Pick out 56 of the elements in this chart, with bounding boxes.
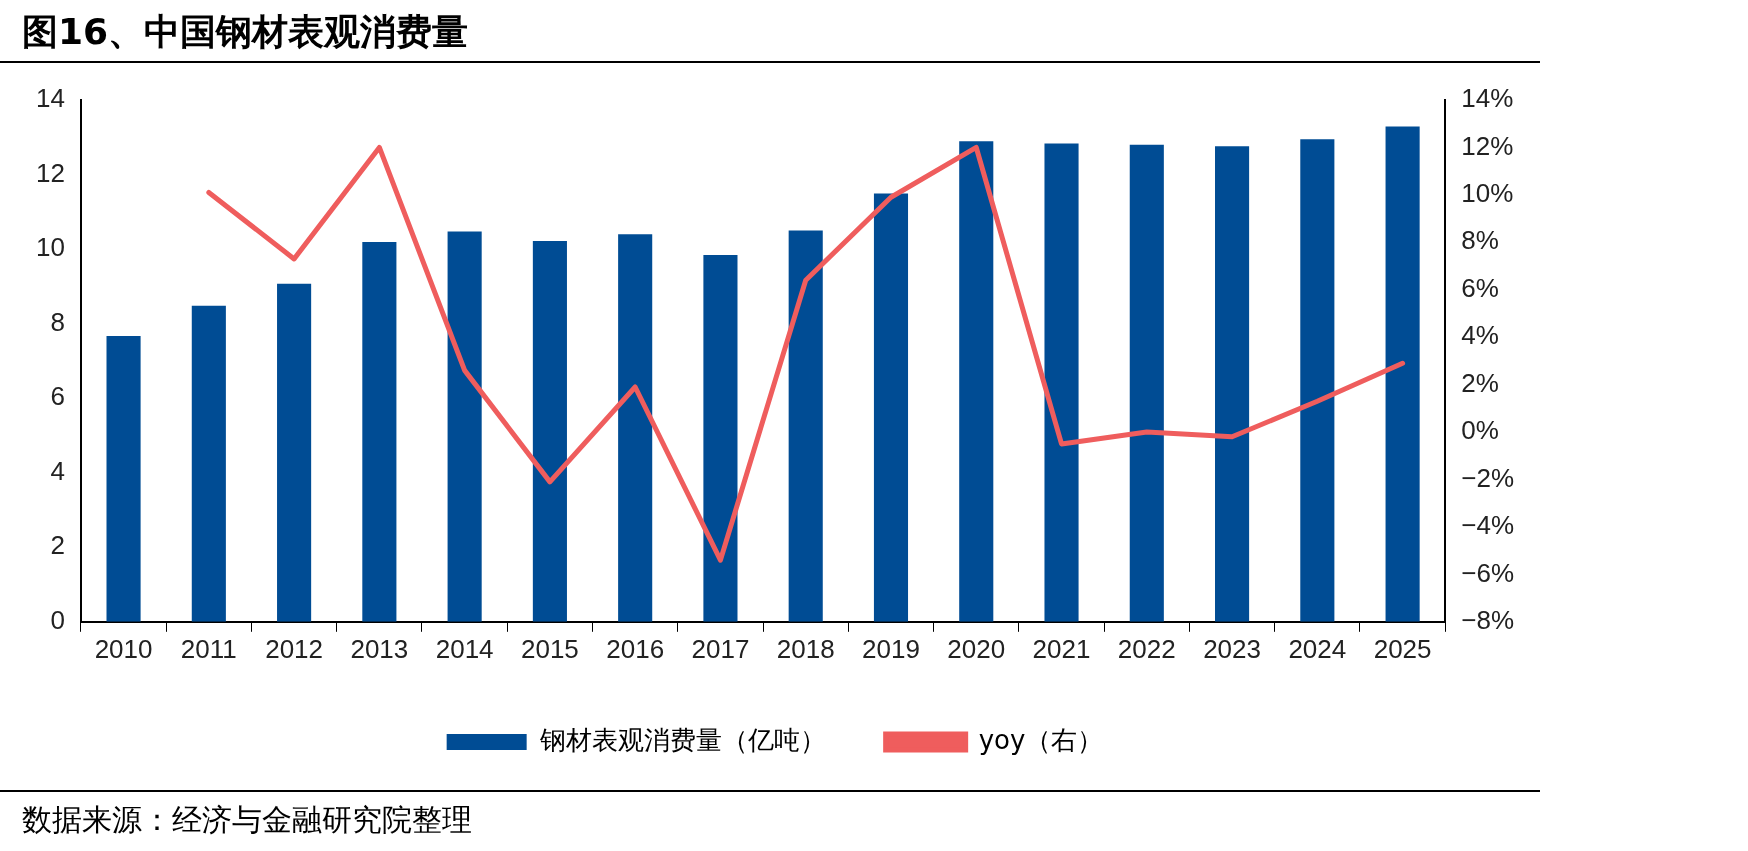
y-tick-label: 0	[50, 604, 65, 635]
y2-tick-label: 14%	[1461, 83, 1514, 114]
x-tick-label: 2022	[1117, 633, 1176, 664]
x-tick-label: 2019	[862, 633, 920, 664]
bar	[1129, 144, 1164, 622]
legend-label: yoy（右）	[978, 724, 1104, 755]
bar	[362, 242, 397, 622]
y2-tick-label: 8%	[1461, 225, 1499, 256]
x-tick-label: 2013	[350, 633, 409, 664]
y-tick-label: 10	[36, 232, 65, 263]
y-tick-label: 8	[50, 306, 65, 337]
y2-tick-label: −8%	[1461, 604, 1514, 635]
bar	[873, 193, 909, 622]
y-tick-label: 12	[36, 157, 65, 188]
y2-tick-label: −4%	[1461, 510, 1514, 541]
x-tick-label: 2010	[94, 633, 153, 664]
x-tick-label: 2015	[520, 633, 579, 664]
bar	[703, 255, 738, 622]
y2-tick-label: 6%	[1461, 272, 1499, 303]
y2-tick-label: 10%	[1461, 178, 1514, 209]
y-tick-label: 2	[50, 530, 65, 561]
x-tick-label: 2020	[947, 633, 1006, 664]
bar	[1215, 146, 1250, 622]
x-tick-label: 2024	[1288, 633, 1347, 664]
y2-tick-label: −6%	[1461, 557, 1514, 588]
y2-tick-label: −2%	[1461, 462, 1514, 493]
source-note: 数据来源：经济与金融研究院整理	[22, 801, 472, 839]
y-tick-label: 4	[50, 455, 65, 486]
y-tick-label: 14	[36, 83, 65, 114]
x-tick-label: 2016	[606, 633, 665, 664]
x-tick-label: 2023	[1203, 633, 1261, 664]
bar	[1385, 126, 1420, 622]
y2-tick-label: 12%	[1461, 130, 1514, 161]
y2-tick-label: 4%	[1461, 320, 1499, 351]
x-tick-label: 2018	[776, 633, 835, 664]
x-tick-label: 2021	[1032, 633, 1091, 664]
bar	[788, 230, 823, 622]
x-tick-label: 2011	[180, 633, 237, 664]
bar	[959, 141, 994, 622]
y2-tick-label: 2%	[1461, 367, 1499, 398]
y-tick-label: 6	[50, 381, 65, 412]
bar	[277, 283, 312, 622]
x-tick-label: 2025	[1373, 633, 1432, 664]
bar	[618, 234, 653, 622]
legend-label: 钢材表观消费量（亿吨）	[538, 724, 826, 755]
chart-title: 图16、中国钢材表观消费量	[22, 10, 469, 54]
x-tick-label: 2012	[265, 633, 324, 664]
bar	[447, 231, 482, 622]
bar	[532, 240, 567, 622]
bar	[1044, 143, 1079, 622]
bar	[1300, 139, 1335, 622]
bar	[191, 305, 226, 622]
y2-tick-label: 0%	[1461, 415, 1499, 446]
x-tick-label: 2014	[435, 633, 494, 664]
x-tick-label: 2017	[691, 633, 750, 664]
bar	[106, 335, 141, 622]
